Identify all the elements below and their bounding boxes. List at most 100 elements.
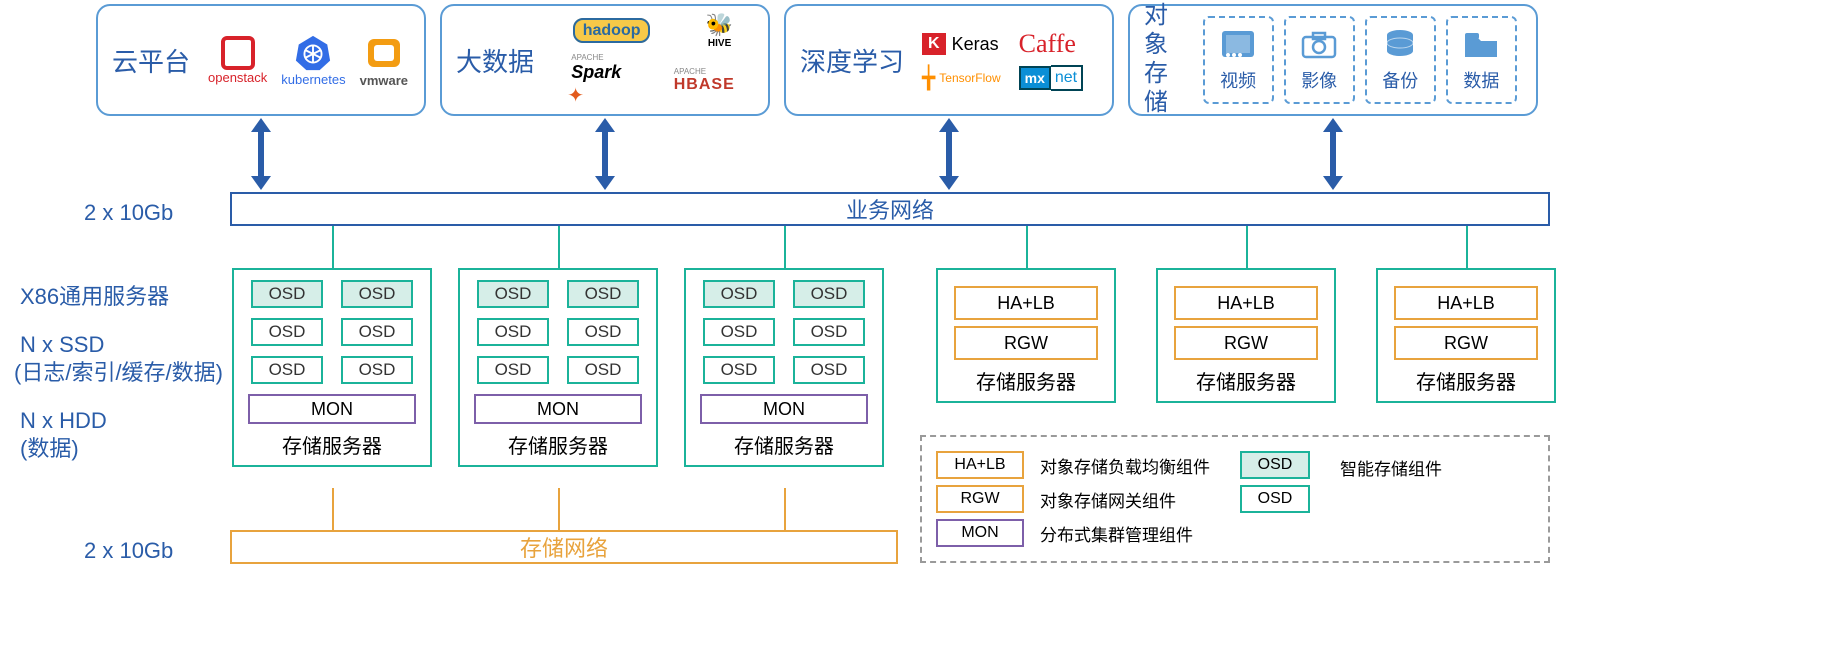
legend-chip: RGW <box>936 485 1024 513</box>
osd-cell: OSD <box>477 280 549 308</box>
storage-type-label: 数据 <box>1463 67 1499 93</box>
camera-icon <box>1299 27 1339 63</box>
legend-chip: OSD <box>1240 485 1310 513</box>
server-caption: 存储服务器 <box>694 430 874 459</box>
logo-caffe: Caffe <box>1019 29 1083 59</box>
logo-keras: Keras <box>952 34 999 55</box>
ha-lb-cell: HA+LB <box>1394 286 1538 320</box>
server-caption: 存储服务器 <box>1166 366 1326 395</box>
rgw-cell: RGW <box>1174 326 1318 360</box>
label-net1: 2 x 10Gb <box>84 198 173 229</box>
label-hdd1: N x HDD <box>20 406 107 437</box>
connector-server-stornet <box>784 488 786 530</box>
label-ssd1: N x SSD <box>20 330 104 361</box>
storage-type-label: 视频 <box>1220 67 1256 93</box>
business-network-bar: 业务网络 <box>230 192 1550 226</box>
arrow-panel-to-network <box>939 118 959 190</box>
ha-lb-cell: HA+LB <box>954 286 1098 320</box>
panel-title: 大数据 <box>456 42 534 79</box>
panel-bigdata: 大数据hadoop🐝HIVEAPACHESpark✦APACHEHBASE <box>440 4 770 116</box>
db-icon <box>1380 27 1420 63</box>
logo-hive: HIVE <box>708 38 731 49</box>
label-net2: 2 x 10Gb <box>84 536 173 567</box>
hive-icon: 🐝 <box>706 12 733 38</box>
connector-biznet-server <box>558 226 560 268</box>
panel-deeplearning: 深度学习KKerasCaffe╈TensorFlowmxnet <box>784 4 1114 116</box>
rgw-storage-server: HA+LB RGW 存储服务器 <box>936 268 1116 403</box>
arrow-panel-to-network <box>251 118 271 190</box>
osd-cell: OSD <box>793 356 865 384</box>
storage-type-db: 备份 <box>1365 16 1436 104</box>
osd-cell: OSD <box>251 318 323 346</box>
keras-icon: K <box>922 33 946 55</box>
storage-network-bar: 存储网络 <box>230 530 898 564</box>
osd-cell: OSD <box>793 280 865 308</box>
legend-chip: HA+LB <box>936 451 1024 479</box>
osd-cell: OSD <box>477 318 549 346</box>
server-caption: 存储服务器 <box>1386 366 1546 395</box>
storage-type-label: 影像 <box>1301 67 1337 93</box>
logo-mxnet-badge: mx <box>1019 66 1051 90</box>
panel-title: 对象存储 <box>1144 2 1188 117</box>
legend-chip: MON <box>936 519 1024 547</box>
rgw-storage-server: HA+LB RGW 存储服务器 <box>1376 268 1556 403</box>
osd-cell: OSD <box>703 280 775 308</box>
arrow-panel-to-network <box>1323 118 1343 190</box>
osd-cell: OSD <box>567 280 639 308</box>
rgw-cell: RGW <box>1394 326 1538 360</box>
osd-cell: OSD <box>567 318 639 346</box>
logo-kubernetes: kubernetes <box>281 72 345 87</box>
logo-mxnet: net <box>1051 65 1083 91</box>
panel-cloud-platform: 云平台 openstack kubernetes vmware <box>96 4 426 116</box>
logo-openstack: openstack <box>208 70 267 85</box>
osd-cell: OSD <box>703 356 775 384</box>
osd-cell: OSD <box>341 280 413 308</box>
ha-lb-cell: HA+LB <box>1174 286 1318 320</box>
osd-cell: OSD <box>793 318 865 346</box>
panel-title: 云平台 <box>112 42 190 79</box>
server-caption: 存储服务器 <box>468 430 648 459</box>
connector-server-stornet <box>332 488 334 530</box>
osd-storage-server: OSD OSD OSD OSD OSD OSD MON 存储服务器 <box>458 268 658 467</box>
label-ssd2: (日志/索引/缓存/数据) <box>14 358 223 389</box>
server-caption: 存储服务器 <box>242 430 422 459</box>
folder-icon <box>1461 27 1501 63</box>
rgw-storage-server: HA+LB RGW 存储服务器 <box>1156 268 1336 403</box>
label-x86: X86通用服务器 <box>20 282 169 313</box>
osd-cell: OSD <box>477 356 549 384</box>
legend-chip: OSD <box>1240 451 1310 479</box>
legend: HA+LB对象存储负载均衡组件RGW对象存储网关组件MON分布式集群管理组件OS… <box>920 435 1550 563</box>
storage-type-video: 视频 <box>1203 16 1274 104</box>
arrow-panel-to-network <box>595 118 615 190</box>
logo-hbase: HBASE <box>674 76 735 94</box>
label-hdd2: (数据) <box>20 434 79 465</box>
osd-cell: OSD <box>567 356 639 384</box>
mon-cell: MON <box>700 394 868 424</box>
osd-cell: OSD <box>341 356 413 384</box>
connector-biznet-server <box>332 226 334 268</box>
logo-tensorflow: TensorFlow <box>939 71 1000 85</box>
connector-biznet-server <box>784 226 786 268</box>
legend-text: 对象存储负载均衡组件 <box>1040 453 1210 478</box>
logo-hadoop: hadoop <box>573 18 651 43</box>
legend-text: 分布式集群管理组件 <box>1040 521 1193 546</box>
server-caption: 存储服务器 <box>946 366 1106 395</box>
logo-vmware: vmware <box>360 73 408 88</box>
storage-type-camera: 影像 <box>1284 16 1355 104</box>
connector-server-stornet <box>558 488 560 530</box>
mon-cell: MON <box>474 394 642 424</box>
legend-text: 智能存储组件 <box>1340 455 1442 480</box>
tensorflow-icon: ╈ <box>922 65 935 91</box>
storage-type-folder: 数据 <box>1446 16 1517 104</box>
logo-spark: Spark <box>571 62 621 83</box>
rgw-cell: RGW <box>954 326 1098 360</box>
storage-type-label: 备份 <box>1382 67 1418 93</box>
mon-cell: MON <box>248 394 416 424</box>
video-icon <box>1218 27 1258 63</box>
osd-cell: OSD <box>251 356 323 384</box>
osd-storage-server: OSDOSDOSDOSDOSDOSDMON存储服务器 <box>684 268 884 467</box>
panel-object-storage: 对象存储视频 影像 备份 数据 <box>1128 4 1538 116</box>
osd-storage-server: OSDOSDOSDOSDOSDOSDMON存储服务器 <box>232 268 432 467</box>
osd-cell: OSD <box>341 318 413 346</box>
connector-biznet-server <box>1466 226 1468 268</box>
